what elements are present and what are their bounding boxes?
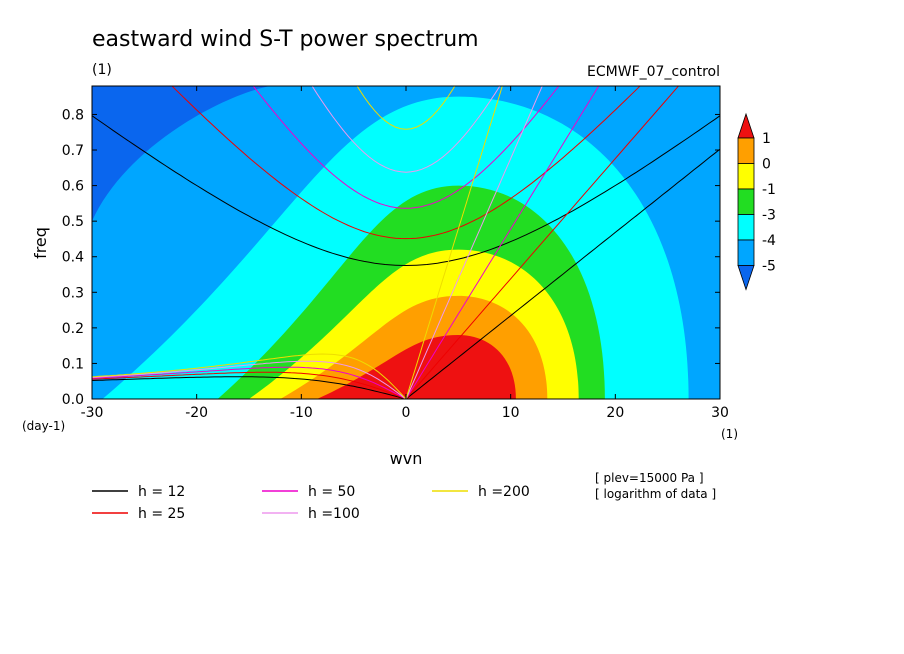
inertia-gravity-curve (171, 86, 641, 240)
y-tick-label: 0.0 (62, 392, 84, 408)
rossby-curve (92, 371, 407, 399)
colorbar-segment (737, 239, 755, 266)
x-tick-label: -30 (81, 405, 104, 421)
annotation-log: [ logarithm of data ] (595, 487, 716, 501)
x-tick-label: 30 (711, 405, 729, 421)
y-tick-label: 0.3 (62, 285, 84, 301)
colorbar-label: 1 (762, 131, 771, 147)
y-tick-label: 0.2 (62, 321, 84, 337)
inertia-gravity-curve (92, 115, 720, 267)
colorbar-segment (737, 137, 755, 164)
legend: h = 12 h = 25 h = 50 h =100 h =200 (92, 484, 530, 522)
kelvin-curve (405, 86, 600, 399)
inertia-gravity-curve (252, 86, 560, 209)
kelvin-curve (405, 86, 503, 399)
legend-item: h =100 (262, 506, 360, 522)
colorbar-label: -1 (762, 182, 776, 198)
colorbar-segment (737, 188, 755, 215)
contour-band-min (92, 86, 270, 222)
colorbar-segment (737, 214, 755, 241)
dispersion-curve-100 (92, 86, 543, 399)
x-tick-label: 20 (606, 405, 624, 421)
x-tick-label: -20 (185, 405, 208, 421)
dispersion-curve-25 (92, 86, 680, 399)
colorbar: 1 0 -1 -3 -4 -5 (737, 112, 776, 291)
x-tick-label: -10 (290, 405, 313, 421)
y-tick-label: 0.7 (62, 143, 84, 159)
legend-label: h =100 (308, 506, 360, 522)
rossby-curve (92, 360, 407, 399)
rossby-curve (92, 353, 407, 399)
legend-label: h = 50 (308, 484, 355, 500)
inertia-gravity-curve (311, 86, 501, 173)
x-tick-label: 10 (502, 405, 520, 421)
y-axis-label: freq (31, 227, 50, 259)
x-tick-label: 0 (402, 405, 411, 421)
legend-label: h = 25 (138, 506, 185, 522)
kelvin-curve (405, 86, 680, 399)
kelvin-curve (405, 148, 720, 399)
colorbar-label: -4 (762, 233, 776, 249)
x-axis-unit: (1) (721, 427, 738, 441)
y-tick-label: 0.8 (62, 107, 84, 123)
legend-item: h = 25 (92, 506, 185, 522)
y-tick-label: 0.1 (62, 356, 84, 372)
legend-item: h = 50 (262, 484, 355, 500)
colorbar-bottom-arrow (737, 265, 755, 291)
dispersion-curves (92, 86, 720, 399)
chart-subtitle-left: (1) (92, 62, 112, 78)
legend-label: h = 12 (138, 484, 185, 500)
y-axis-unit: (day-1) (22, 419, 65, 433)
colorbar-top-arrow (737, 112, 755, 139)
y-tick-label: 0.5 (62, 214, 84, 230)
inertia-gravity-curve (356, 86, 456, 130)
colorbar-segment (737, 163, 755, 190)
legend-item: h = 12 (92, 484, 185, 500)
colorbar-label: 0 (762, 157, 771, 173)
y-axis: 0.0 0.1 0.2 0.3 0.4 0.5 0.6 0.7 0.8 (62, 107, 720, 408)
dispersion-curve-200 (92, 86, 503, 399)
x-axis-label: wvn (390, 449, 423, 468)
x-axis: -30 -20 -10 0 10 20 30 (81, 86, 729, 421)
colorbar-label: -5 (762, 259, 776, 275)
contour-field (92, 86, 720, 399)
y-tick-label: 0.4 (62, 250, 84, 266)
colorbar-label: -3 (762, 208, 776, 224)
legend-item: h =200 (432, 484, 530, 500)
rossby-curve (92, 376, 407, 399)
legend-label: h =200 (478, 484, 530, 500)
rossby-curve (92, 366, 407, 399)
annotation-plev: [ plev=15000 Pa ] (595, 471, 704, 485)
kelvin-curve (405, 86, 543, 399)
dispersion-curve-12 (92, 115, 720, 399)
dispersion-curve-50 (92, 86, 600, 399)
chart-title: eastward wind S-T power spectrum (92, 27, 479, 52)
y-tick-label: 0.6 (62, 179, 84, 195)
chart-subtitle-right: ECMWF_07_control (587, 64, 720, 80)
